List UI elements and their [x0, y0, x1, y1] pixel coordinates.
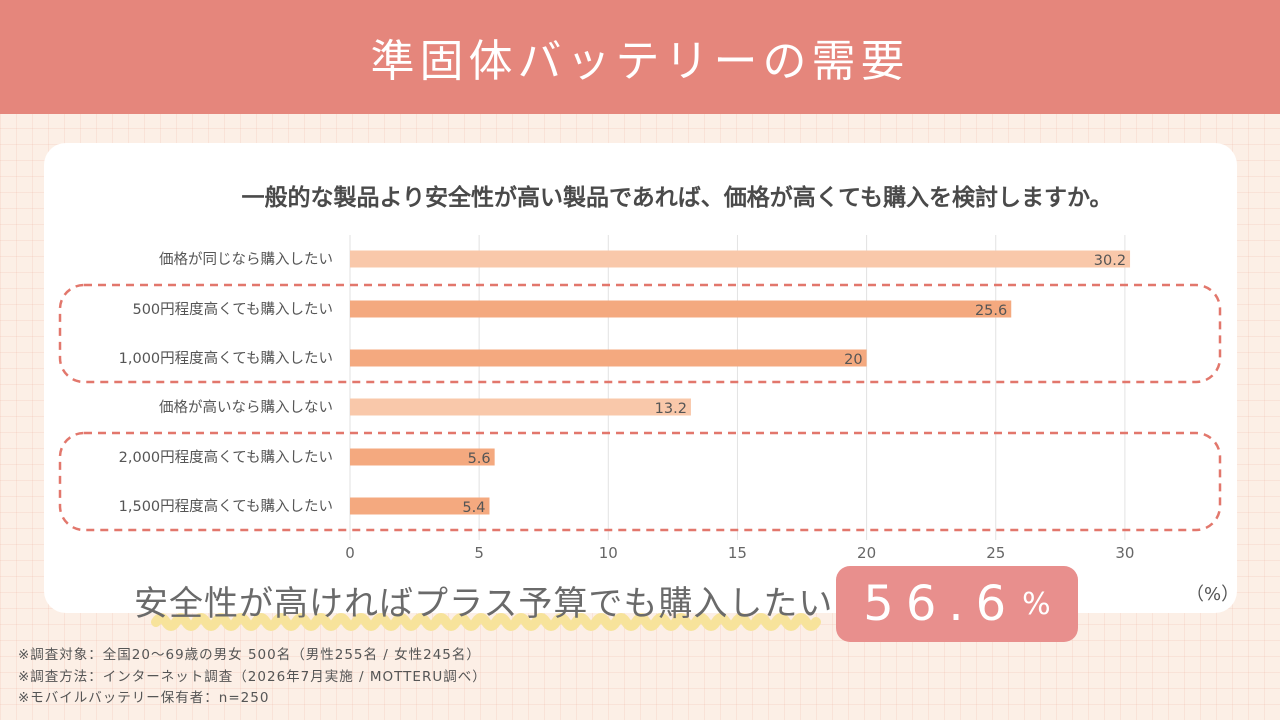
bar-value-label: 5.4 [462, 500, 485, 516]
x-tick-label: 15 [728, 544, 747, 562]
bar-value-label: 30.2 [1094, 253, 1126, 269]
bar [350, 448, 495, 466]
bar [350, 349, 867, 367]
category-label: 価格が同じなら購入したい [159, 251, 333, 268]
note-line: ※調査対象：全国20〜69歳の男女 500名（男性255名 / 女性245名） [18, 647, 481, 663]
x-tick-label: 20 [857, 544, 876, 562]
highlight-box [58, 283, 1222, 384]
page-title: 準固体バッテリーの需要 [370, 36, 910, 87]
x-tick-label: 30 [1115, 544, 1134, 562]
x-tick-label: 10 [599, 544, 618, 562]
percentage-badge: 56.6 % [836, 566, 1078, 642]
bar-value-label: 13.2 [655, 401, 687, 417]
x-tick-label: 0 [345, 544, 355, 562]
bar [350, 398, 691, 416]
x-tick-label: 25 [986, 544, 1005, 562]
category-label: 1,500円程度高くても購入したい [119, 498, 333, 515]
chart-card [44, 143, 1237, 613]
bar-value-label: 5.6 [468, 451, 491, 467]
percentage-unit: % [1022, 586, 1051, 622]
highlight-box [58, 431, 1222, 532]
bar-value-label: 25.6 [975, 303, 1007, 319]
note-line: ※調査方法：インターネット調査（2026年7月実施 / MOTTERU調べ） [18, 668, 487, 685]
highlight-text: 安全性が高ければプラス予算でも購入したい [134, 584, 834, 624]
category-label: 価格が高いなら購入しない [159, 399, 333, 416]
bar [350, 497, 490, 515]
x-tick-label: 5 [474, 544, 484, 562]
bar-value-label: 20 [844, 352, 862, 368]
survey-notes: ※調査対象：全国20〜69歳の男女 500名（男性255名 / 女性245名） … [18, 645, 487, 710]
category-label: 500円程度高くても購入したい [132, 301, 333, 318]
bar [350, 300, 1012, 318]
chart-title: 一般的な製品より安全性が高い製品であれば、価格が高くても購入を検討しますか。 [241, 185, 1113, 211]
note-line: ※モバイルバッテリー保有者：n=250 [18, 690, 270, 706]
unit-label: （%） [1186, 584, 1240, 605]
percentage-value: 56.6 [863, 576, 1019, 632]
category-label: 2,000円程度高くても購入したい [119, 449, 333, 466]
wavy-underline [151, 613, 821, 631]
category-label: 1,000円程度高くても購入したい [119, 350, 333, 367]
header-banner: 準固体バッテリーの需要 [0, 0, 1280, 114]
bar [350, 250, 1131, 268]
